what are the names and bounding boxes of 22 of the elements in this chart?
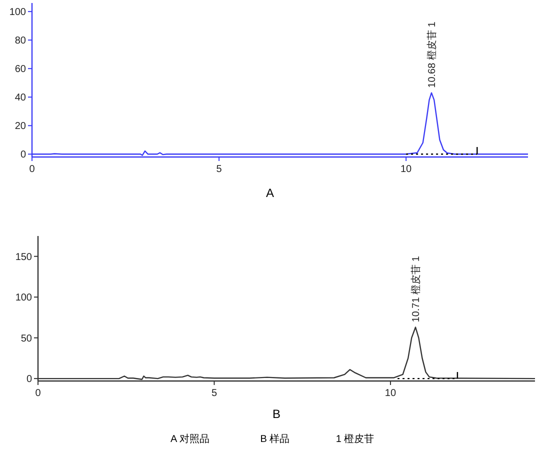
y-tick-label: 40 xyxy=(14,92,26,104)
y-tick-label: 20 xyxy=(14,121,26,132)
y-tick-label: 100 xyxy=(9,7,26,18)
x-tick-label: 10 xyxy=(400,164,412,175)
y-tick-label: 0 xyxy=(26,374,32,386)
text: B 样品 xyxy=(260,433,290,445)
x-tick-label: 5 xyxy=(211,388,218,399)
y-tick-label: 50 xyxy=(20,333,32,344)
text: 1 橙皮苷 xyxy=(336,433,374,445)
y-tick-label: 0 xyxy=(20,150,26,161)
x-tick-label: 10 xyxy=(384,388,396,399)
text: A 对照品 xyxy=(170,433,210,445)
annotation: 10.71 橙皮苷 1 xyxy=(410,256,422,322)
y-tick-label: 80 xyxy=(14,36,26,47)
y-tick-label: 150 xyxy=(15,252,32,263)
x-tick-label: 5 xyxy=(216,164,222,175)
x-tick-label: 0 xyxy=(35,388,42,399)
y-tick-label: 60 xyxy=(14,64,26,76)
x-axis-title: B xyxy=(272,407,281,421)
annotation: 10.68 橙皮苷 1 xyxy=(426,21,438,88)
y-tick-label: 100 xyxy=(15,292,32,304)
x-axis-title: A xyxy=(266,186,274,200)
